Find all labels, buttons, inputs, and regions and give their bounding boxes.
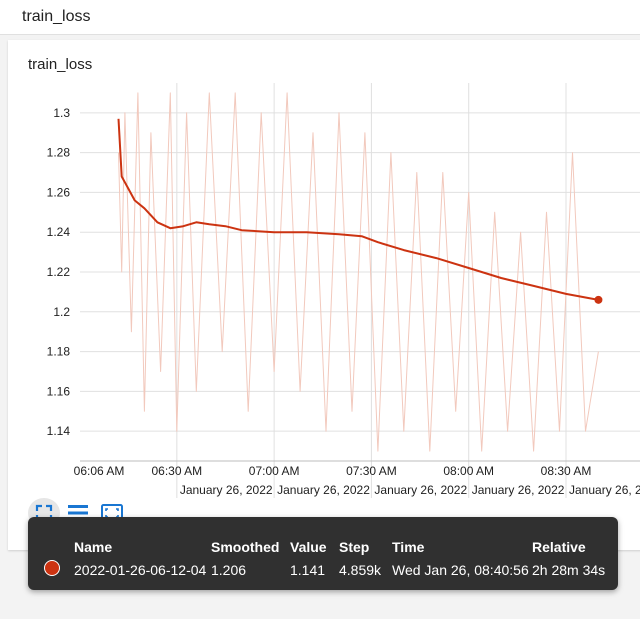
tooltip-header-time: Time bbox=[392, 539, 425, 555]
chart-plot[interactable]: 1.3 1.28 1.26 1.24 1.22 1.2 1.18 1.16 1.14 06:06 … bbox=[0, 0, 640, 500]
fit-domain-icon bbox=[35, 504, 53, 522]
x-tick-date-label: January 26, 2022 bbox=[277, 483, 370, 497]
y-tick-label: 1.18 bbox=[47, 345, 71, 359]
x-tick-date-label: January 26, 2022 bbox=[472, 483, 565, 497]
data-tooltip: Name Smoothed Value Step Time Relative 2… bbox=[28, 517, 618, 590]
raw-series-line bbox=[118, 92, 599, 452]
tooltip-header-step: Step bbox=[339, 539, 370, 555]
page-title: train_loss bbox=[22, 8, 91, 25]
chart-title: train_loss bbox=[28, 56, 93, 73]
y-tick-label: 1.16 bbox=[47, 384, 71, 398]
x-tick-date-label: January 26, 2022 bbox=[180, 483, 273, 497]
smoothed-series-line bbox=[117, 118, 599, 301]
x-tick-label: 06:30 AM bbox=[151, 464, 202, 478]
x-tick-label: 08:00 AM bbox=[443, 464, 494, 478]
y-tick-label: 1.22 bbox=[47, 265, 71, 279]
tooltip-time-value: Wed Jan 26, 08:40:56 bbox=[392, 562, 529, 578]
tooltip-header-relative: Relative bbox=[532, 539, 586, 555]
x-tick-label: 08:30 AM bbox=[541, 464, 592, 478]
y-tick-label: 1.26 bbox=[47, 185, 71, 199]
x-tick-date-label: January 26, 2022 bbox=[569, 483, 640, 497]
tooltip-run-name: 2022-01-26-06-12-04 bbox=[74, 562, 207, 578]
y-tick-label: 1.3 bbox=[53, 106, 70, 120]
x-tick-label: 07:00 AM bbox=[249, 464, 300, 478]
chart-card: train_loss bbox=[8, 40, 640, 550]
last-point-marker bbox=[594, 295, 603, 304]
tooltip-header-name: Name bbox=[74, 539, 113, 555]
header-bar: train_loss bbox=[0, 0, 640, 35]
tooltip-raw-value: 1.141 bbox=[290, 562, 326, 578]
tooltip-relative-value: 2h 28m 34s bbox=[532, 562, 606, 578]
tooltip-header-smoothed: Smoothed bbox=[211, 539, 280, 555]
x-tick-label: 07:30 AM bbox=[346, 464, 397, 478]
series-color-swatch bbox=[44, 560, 60, 576]
y-tick-label: 1.2 bbox=[53, 305, 70, 319]
x-tick-date-label: January 26, 2022 bbox=[374, 483, 467, 497]
tooltip-step-value: 4.859k bbox=[339, 562, 382, 578]
y-tick-label: 1.24 bbox=[47, 225, 71, 239]
tooltip-smoothed-value: 1.206 bbox=[211, 562, 247, 578]
y-tick-label: 1.14 bbox=[47, 424, 71, 438]
y-tick-label: 1.28 bbox=[47, 146, 71, 160]
tooltip-header-value: Value bbox=[290, 539, 327, 555]
x-tick-label: 06:06 AM bbox=[74, 464, 125, 478]
